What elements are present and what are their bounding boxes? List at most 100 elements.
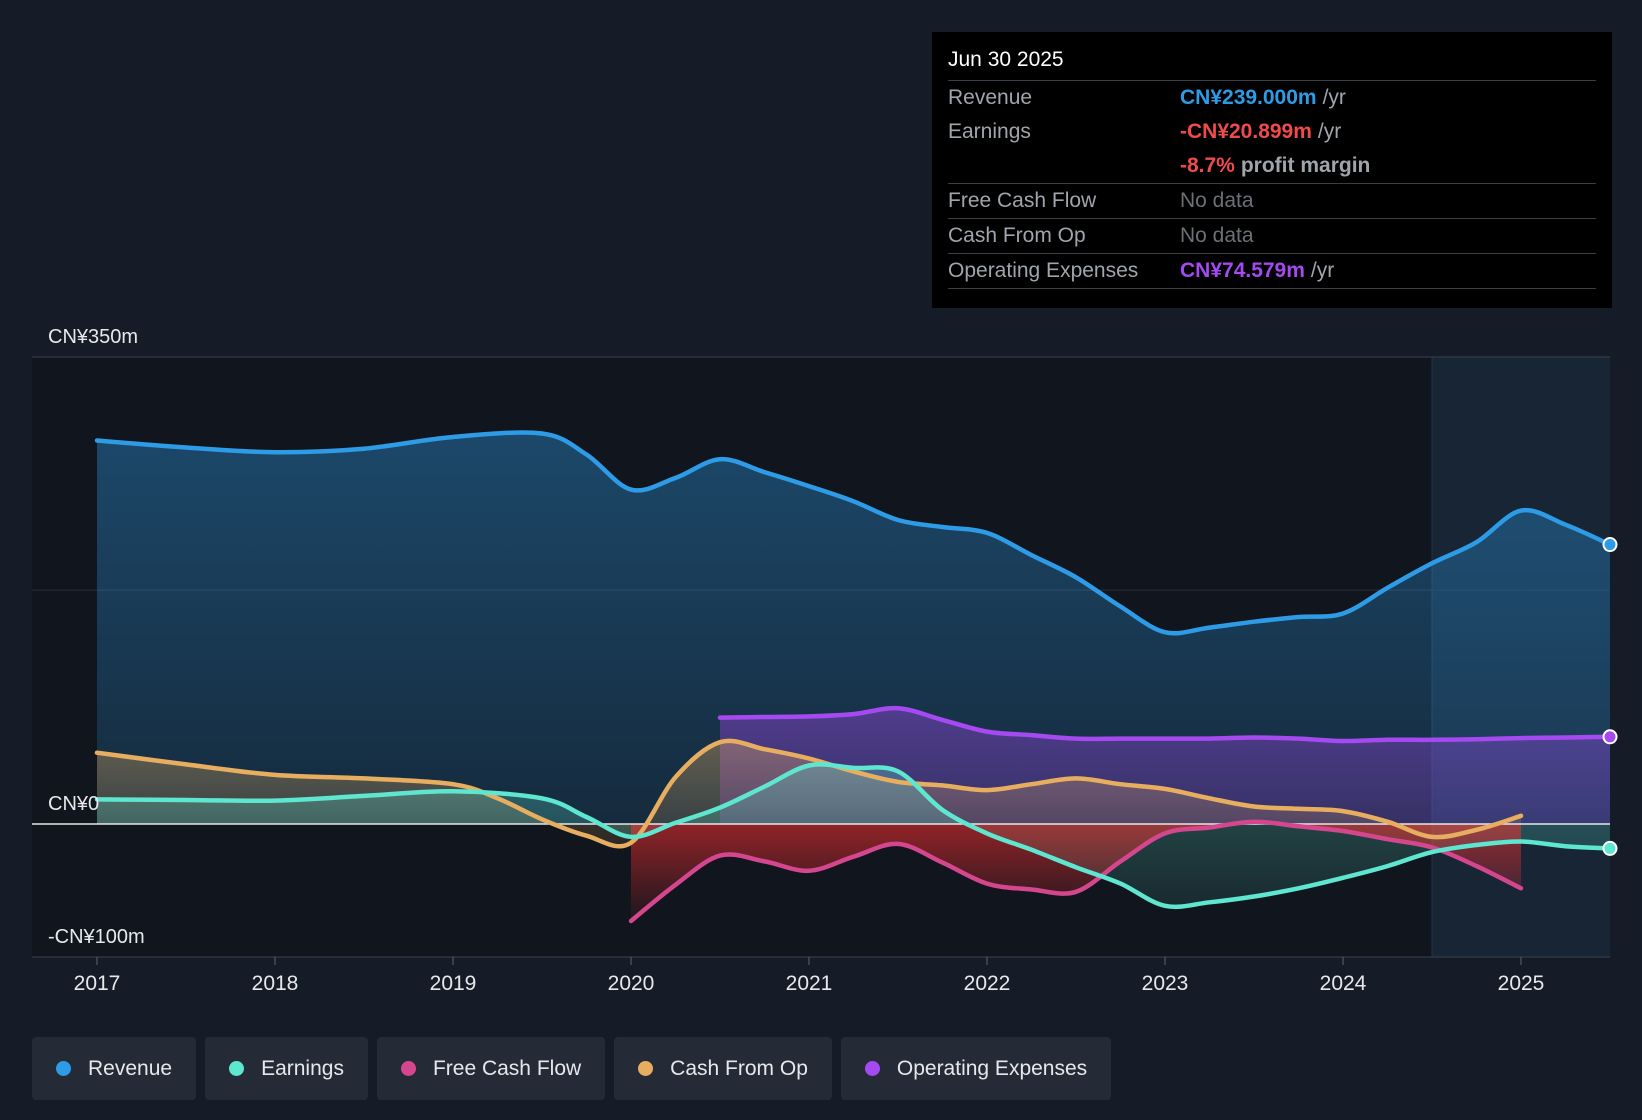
end-marker-operating-expenses — [1602, 729, 1618, 745]
point-earnings — [804, 761, 814, 771]
end-marker-revenue — [1602, 537, 1618, 553]
legend-label-operating-expenses: Operating Expenses — [896, 1056, 1088, 1080]
point-earnings — [1116, 879, 1126, 889]
x-tick-label: 2020 — [608, 972, 655, 995]
point-earnings — [537, 793, 547, 803]
point-free-cash-flow — [849, 852, 859, 862]
legend-dot-earnings — [229, 1061, 245, 1076]
point-cash-from-op — [982, 785, 992, 795]
tooltip-fcf-value: No data — [1180, 189, 1254, 212]
tooltip-revenue-unit: /yr — [1322, 86, 1346, 109]
point-operating-expenses — [1383, 735, 1393, 745]
tooltip-opex-label: Operating Expenses — [948, 259, 1139, 282]
line-operating-expenses — [717, 705, 1613, 744]
point-free-cash-flow — [1071, 887, 1081, 897]
legend-dot-free-cash-flow — [400, 1061, 416, 1076]
point-operating-expenses — [1472, 734, 1482, 744]
point-earnings — [1294, 883, 1304, 893]
tooltip-date: Jun 30 2025 — [948, 46, 1596, 81]
point-revenue — [1116, 602, 1126, 612]
point-free-cash-flow — [804, 866, 814, 876]
point-revenue — [1427, 558, 1437, 568]
point-revenue — [715, 454, 725, 464]
point-revenue — [760, 467, 770, 477]
legend-label-revenue: Revenue — [88, 1056, 173, 1080]
point-cash-from-op — [760, 744, 770, 754]
point-free-cash-flow — [982, 879, 992, 889]
point-cash-from-op — [582, 831, 592, 841]
end-marker-earnings — [1602, 840, 1618, 856]
tooltip-opex-unit: /yr — [1310, 259, 1335, 282]
point-revenue — [582, 450, 592, 460]
tooltip-cfo-label: Cash From Op — [948, 224, 1086, 247]
chart-legend: Revenue Earnings Free Cash Flow Cash Fro… — [32, 1037, 1112, 1100]
x-tick-label: 2024 — [1320, 972, 1367, 995]
point-free-cash-flow — [671, 880, 681, 890]
tooltip-revenue-value: CN¥239.000m — [1180, 86, 1317, 109]
point-operating-expenses — [1427, 735, 1437, 745]
point-operating-expenses — [1027, 730, 1037, 740]
point-cash-from-op — [1338, 806, 1348, 816]
legend-item-revenue[interactable]: Revenue — [32, 1037, 197, 1100]
point-free-cash-flow — [760, 856, 770, 866]
x-tick-label: 2018 — [252, 972, 299, 995]
legend-item-earnings[interactable]: Earnings — [205, 1037, 368, 1100]
point-free-cash-flow — [626, 916, 636, 926]
point-revenue — [1249, 617, 1259, 627]
point-cash-from-op — [359, 773, 369, 783]
point-earnings — [671, 818, 681, 828]
point-operating-expenses — [1116, 734, 1126, 744]
point-revenue — [938, 522, 948, 532]
point-earnings — [359, 791, 369, 801]
point-earnings — [1205, 897, 1215, 907]
line-free-cash-flow — [628, 819, 1524, 924]
point-operating-expenses — [1249, 732, 1259, 742]
area-earnings — [97, 764, 1610, 907]
point-operating-expenses — [715, 713, 725, 723]
line-cash-from-op — [94, 738, 1524, 849]
data-tooltip: Jun 30 2025 Revenue CN¥239.000m /yr Earn… — [932, 32, 1612, 308]
point-cash-from-op — [1071, 773, 1081, 783]
y-tick-label: CN¥0 — [48, 793, 99, 815]
tooltip-earnings-label: Earnings — [948, 120, 1031, 143]
y-tick-label: -CN¥100m — [48, 926, 145, 948]
tooltip-cfo-value: No data — [1180, 224, 1254, 247]
x-tick-label: 2021 — [786, 972, 833, 995]
x-tick-label: 2025 — [1498, 972, 1545, 995]
point-revenue — [359, 444, 369, 454]
point-cash-from-op — [270, 770, 280, 780]
point-operating-expenses — [1561, 732, 1571, 742]
point-earnings — [1071, 862, 1081, 872]
point-free-cash-flow — [1383, 834, 1393, 844]
point-cash-from-op — [1249, 801, 1259, 811]
legend-item-operating-expenses[interactable]: Operating Expenses — [840, 1037, 1112, 1100]
point-operating-expenses — [1516, 733, 1526, 743]
point-cash-from-op — [1516, 811, 1526, 821]
legend-item-free-cash-flow[interactable]: Free Cash Flow — [376, 1037, 606, 1100]
point-earnings — [893, 766, 903, 776]
point-operating-expenses — [1338, 736, 1348, 746]
point-earnings — [715, 803, 725, 813]
x-tick-label: 2022 — [964, 972, 1011, 995]
point-free-cash-flow — [893, 839, 903, 849]
point-revenue — [982, 528, 992, 538]
point-revenue — [893, 515, 903, 525]
legend-dot-operating-expenses — [864, 1061, 880, 1076]
point-cash-from-op — [1116, 779, 1126, 789]
area-revenue — [97, 432, 1610, 824]
point-free-cash-flow — [1516, 883, 1526, 893]
legend-label-free-cash-flow: Free Cash Flow — [432, 1056, 582, 1080]
area-free-cash-flow — [631, 821, 1521, 921]
tooltip-opex-value: CN¥74.579m — [1180, 259, 1305, 282]
point-free-cash-flow — [1338, 826, 1348, 836]
point-earnings — [626, 832, 636, 842]
point-cash-from-op — [1427, 832, 1437, 842]
point-earnings — [760, 782, 770, 792]
tooltip-earnings-unit: /yr — [1317, 120, 1342, 143]
point-earnings — [849, 763, 859, 773]
point-earnings — [181, 795, 191, 805]
point-revenue — [1160, 627, 1170, 637]
legend-item-cash-from-op[interactable]: Cash From Op — [614, 1037, 832, 1100]
tooltip-row-opex: Operating Expenses CN¥74.579m /yr — [948, 254, 1596, 289]
point-operating-expenses — [1160, 734, 1170, 744]
